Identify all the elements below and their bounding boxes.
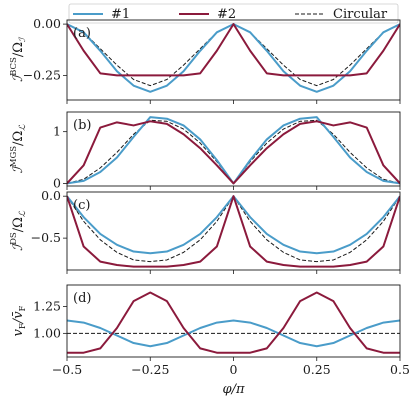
legend-entry-1: #1: [73, 7, 130, 22]
series-line-n1: [67, 116, 400, 185]
legend-label: Circular: [333, 7, 388, 22]
panels: 0.00 −0.25 (a) ℐBCS/Ωℐ 0 1 (b) ℐMGS/Ωℒ 0.0 −0.5 (c…: [9, 16, 410, 377]
x-tick-label: −0.5: [52, 362, 82, 377]
y-axis-label: ℐMGS/Ωℒ: [9, 124, 28, 174]
series-line-n2: [67, 195, 400, 268]
x-tick-label: 0.5: [390, 362, 410, 377]
panel-tag: (a): [73, 26, 91, 41]
panel-d: 1.00 1.25 (d) vF/v̄F: [11, 284, 401, 361]
legend: #1 #2 Circular: [68, 3, 399, 24]
x-axis-label: φ/π: [222, 382, 244, 397]
y-tick-label: 1.25: [33, 298, 61, 313]
y-tick-label: 0: [53, 175, 61, 190]
panel-c: 0.0 −0.5 (c) ℐDS/Ωℒ: [9, 188, 401, 274]
y-axis-label: vF/v̄F: [11, 305, 28, 336]
panel-frame: [66, 19, 401, 101]
y-tick-label: −0.5: [31, 230, 61, 245]
legend-entry-2: #2: [179, 7, 236, 22]
series-line-circular: [67, 119, 400, 184]
y-axis-label: ℐBCS/Ωℐ: [9, 36, 28, 82]
y-axis-label: ℐDS/Ωℒ: [9, 210, 28, 251]
x-tick-label: −0.25: [131, 362, 169, 377]
legend-entry-3: Circular: [295, 7, 388, 22]
panel-frame: [66, 191, 401, 271]
series-line-n1: [67, 319, 400, 348]
legend-frame: [68, 3, 399, 24]
y-tick-label: 0.00: [33, 16, 61, 31]
series-line-circular: [67, 195, 400, 263]
series-line-n1: [67, 23, 400, 93]
panel-tag: (b): [73, 118, 91, 133]
y-tick-label: 1: [53, 124, 61, 139]
series-line-n2: [67, 291, 400, 354]
legend-label: #1: [111, 7, 130, 22]
y-tick-label: −0.25: [23, 67, 61, 82]
panel-b: 0 1 (b) ℐMGS/Ωℒ: [9, 111, 401, 190]
x-tick-label: 0: [230, 362, 238, 377]
series-line-n1: [67, 195, 400, 255]
panel-tag: (d): [73, 291, 91, 306]
panel-a: 0.00 −0.25 (a) ℐBCS/Ωℐ: [9, 16, 401, 104]
series-line-n2: [67, 23, 400, 77]
y-tick-label: 1.00: [33, 325, 61, 340]
y-tick-label: 0.0: [41, 188, 61, 203]
legend-label: #2: [217, 7, 236, 22]
series-line-n2: [67, 120, 400, 185]
x-tick-label: 0.25: [303, 362, 331, 377]
panel-tag: (c): [73, 198, 90, 213]
series-line-circular: [67, 23, 400, 87]
x-tick-labels: −0.5 −0.25 0 0.25 0.5: [52, 362, 410, 377]
